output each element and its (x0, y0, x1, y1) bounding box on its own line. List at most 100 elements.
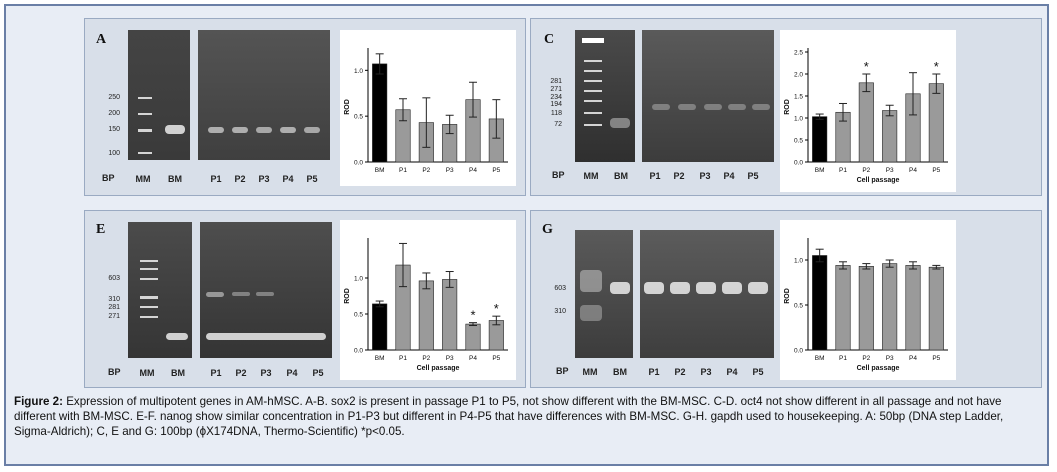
y-tick-label: 0.5 (354, 114, 363, 121)
caption-label: Figure 2: (14, 395, 63, 408)
lane-label: P2 (674, 367, 686, 377)
y-axis-label: ROD (784, 288, 791, 304)
x-axis-label: Cell passage (417, 365, 460, 372)
ladder-band (584, 124, 602, 126)
y-tick-label: 1.0 (794, 116, 803, 123)
lane-label: P4 (282, 174, 294, 184)
marker-label: 310 (554, 308, 566, 315)
ladder-band (140, 296, 158, 299)
gel-band (232, 292, 250, 296)
bar (858, 265, 874, 351)
chart-h: 0.0 0.5 1.0 ROD BM P1 P2 P3 P4 P5 Cell passage (780, 220, 956, 380)
lane-label: BM (168, 174, 182, 184)
gel-image-left (575, 30, 635, 162)
x-tick-label: P4 (469, 355, 477, 362)
marker-label: 234 (550, 94, 562, 101)
x-tick-label: BM (375, 167, 385, 174)
lane-label: BM (171, 368, 185, 378)
y-tick-label: 0.0 (354, 348, 363, 355)
gel-band (580, 305, 602, 321)
bar (418, 280, 434, 351)
x-tick-label: P2 (422, 167, 430, 174)
lane-label: P3 (260, 368, 272, 378)
marker-label: 281 (108, 304, 120, 311)
x-tick-label: P4 (909, 167, 917, 174)
lane-label: P3 (699, 171, 711, 181)
marker-label: 603 (554, 285, 566, 292)
bar (812, 255, 828, 351)
gel-band (206, 292, 224, 297)
x-tick-label: P5 (932, 355, 940, 362)
x-tick-label: P5 (932, 167, 940, 174)
significance-marker: * (470, 308, 475, 323)
marker-label: 118 (550, 110, 562, 117)
significance-marker: * (864, 59, 869, 74)
caption-text: Expression of multipotent genes in AM-hM… (14, 395, 1004, 438)
y-tick-label: 1.0 (354, 68, 363, 75)
x-tick-label: BM (815, 167, 825, 174)
marker-label: 72 (554, 121, 562, 128)
y-axis-label: ROD (344, 288, 351, 304)
lane-label: P2 (234, 174, 246, 184)
x-tick-label: P1 (839, 355, 847, 362)
x-tick-label: P1 (399, 355, 407, 362)
lane-label: P5 (747, 171, 759, 181)
bar (882, 110, 898, 163)
y-tick-label: 0.0 (354, 160, 363, 167)
chart-d: 0.0 0.5 1.0 1.5 2.0 2.5 ROD BM P1 * P2 P3 P4 * P5 Cell … (780, 30, 956, 192)
lane-label: MM (139, 368, 155, 378)
gel-band (232, 127, 248, 133)
gel-letter: G (542, 222, 553, 237)
gel-image-right (640, 230, 774, 358)
lane-label: MM (135, 174, 151, 184)
ladder-band (584, 112, 602, 114)
x-tick-label: P2 (862, 167, 870, 174)
y-tick-label: 0.0 (794, 348, 803, 355)
x-axis-label: Cell passage (857, 177, 900, 184)
x-tick-label: P2 (422, 355, 430, 362)
gel-letter: A (96, 32, 107, 47)
gel-band (304, 127, 320, 133)
gel-band (704, 104, 722, 110)
ladder-band (140, 306, 158, 308)
ladder-band (584, 90, 602, 92)
x-tick-label: P1 (839, 167, 847, 174)
ladder-band (138, 152, 152, 154)
lane-label-bp: BP (556, 366, 569, 376)
x-tick-label: P4 (909, 355, 917, 362)
gel-band (256, 127, 272, 133)
lane-label: P2 (235, 368, 247, 378)
bar (465, 323, 481, 351)
marker-label: 271 (108, 313, 120, 320)
gel-letter: E (96, 222, 106, 237)
chart-b: 0.0 0.5 1.0 ROD BM P1 P2 P3 P4 P5 (340, 30, 516, 186)
x-tick-label: P3 (446, 167, 454, 174)
lane-label: P3 (700, 367, 712, 377)
lane-label: P1 (210, 174, 222, 184)
lane-label: P4 (286, 368, 298, 378)
ladder-band (140, 268, 158, 270)
lane-label: P5 (306, 174, 318, 184)
x-tick-label: P5 (492, 355, 500, 362)
ladder-band (138, 113, 152, 115)
marker-label: 150 (108, 126, 120, 133)
bar (928, 266, 944, 351)
lane-label: MM (583, 171, 599, 181)
gel-band (678, 104, 696, 110)
gel-image-right (642, 30, 774, 162)
y-tick-label: 0.5 (794, 303, 803, 310)
lane-label: P4 (726, 367, 738, 377)
bar (928, 83, 944, 163)
lane-label: BM (613, 367, 627, 377)
bar (442, 279, 458, 351)
lane-label: MM (582, 367, 598, 377)
lane-label-bp: BP (102, 173, 115, 183)
gel-band (256, 292, 274, 296)
gel-band (722, 282, 742, 294)
ladder-band (584, 70, 602, 72)
lane-label: P5 (312, 368, 324, 378)
y-tick-label: 1.5 (794, 94, 803, 101)
marker-label: 603 (108, 275, 120, 282)
gel-band (728, 104, 746, 110)
